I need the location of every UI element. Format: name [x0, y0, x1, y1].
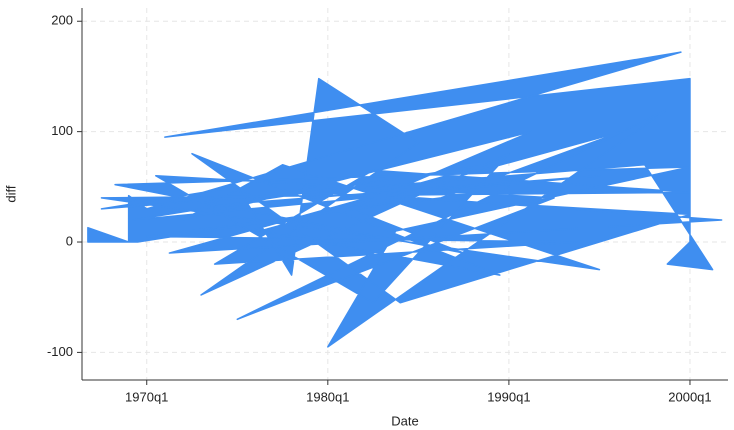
x-tick-label: 2000q1: [668, 389, 711, 404]
y-tick-label: 100: [51, 123, 73, 138]
area: [87, 51, 723, 348]
x-tick-label: 1970q1: [125, 389, 168, 404]
y-axis-label: diff: [3, 185, 18, 202]
y-tick-label: 0: [66, 233, 73, 248]
y-tick-label: -100: [47, 344, 73, 359]
y-tick-label: 200: [51, 13, 73, 28]
x-tick-label: 1990q1: [487, 389, 530, 404]
x-axis-label: Date: [391, 413, 418, 428]
x-tick-label: 1980q1: [306, 389, 349, 404]
